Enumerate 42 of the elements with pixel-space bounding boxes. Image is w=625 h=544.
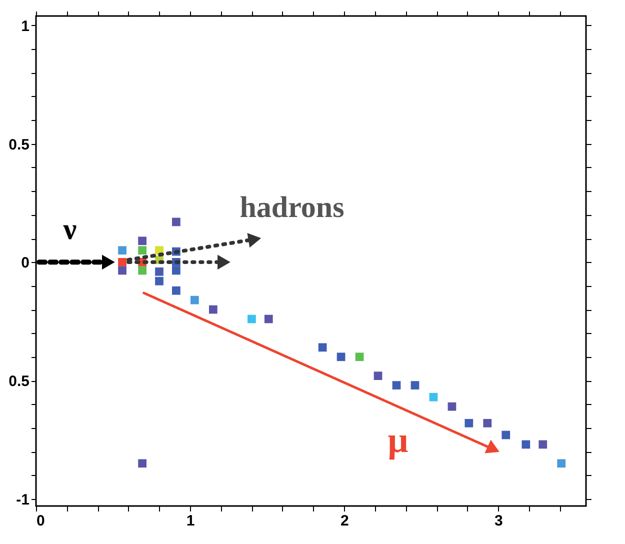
annotation: μ: [388, 420, 408, 460]
point: [172, 286, 180, 295]
point: [155, 276, 164, 286]
point: [118, 246, 126, 255]
point: [410, 381, 420, 390]
point: [318, 343, 327, 352]
point: [138, 236, 146, 246]
point: [138, 459, 146, 468]
point: [557, 459, 566, 468]
point: [208, 305, 218, 314]
point: [355, 352, 364, 362]
point: [538, 440, 548, 449]
point: [190, 296, 199, 304]
y-tick-label: -1: [16, 491, 30, 508]
annotation: hadrons: [240, 191, 344, 224]
point: [483, 418, 492, 428]
point: [429, 392, 438, 402]
x-tick-label: 2: [340, 512, 349, 530]
point: [392, 381, 401, 390]
point: [172, 218, 180, 226]
point: [248, 314, 256, 324]
x-tick-label: 3: [494, 512, 503, 530]
point: [138, 246, 146, 255]
x-tick-label: 0: [36, 512, 45, 530]
point: [138, 266, 146, 275]
point: [464, 418, 474, 428]
x-tick-label: 1: [186, 512, 195, 530]
y-tick-label: 0.5: [8, 136, 30, 154]
point: [155, 267, 164, 276]
point: [448, 402, 456, 411]
y-tick-label: 0: [21, 254, 30, 272]
point: [502, 430, 510, 440]
point: [118, 258, 126, 266]
point: [172, 266, 180, 275]
point: [336, 352, 346, 362]
point: [264, 314, 273, 324]
point: [374, 372, 382, 380]
y-tick-label: 1: [21, 18, 30, 35]
annotation: ν: [62, 213, 78, 246]
point: [118, 266, 126, 275]
y-tick-label: 0.5: [8, 373, 30, 390]
point: [522, 440, 530, 449]
